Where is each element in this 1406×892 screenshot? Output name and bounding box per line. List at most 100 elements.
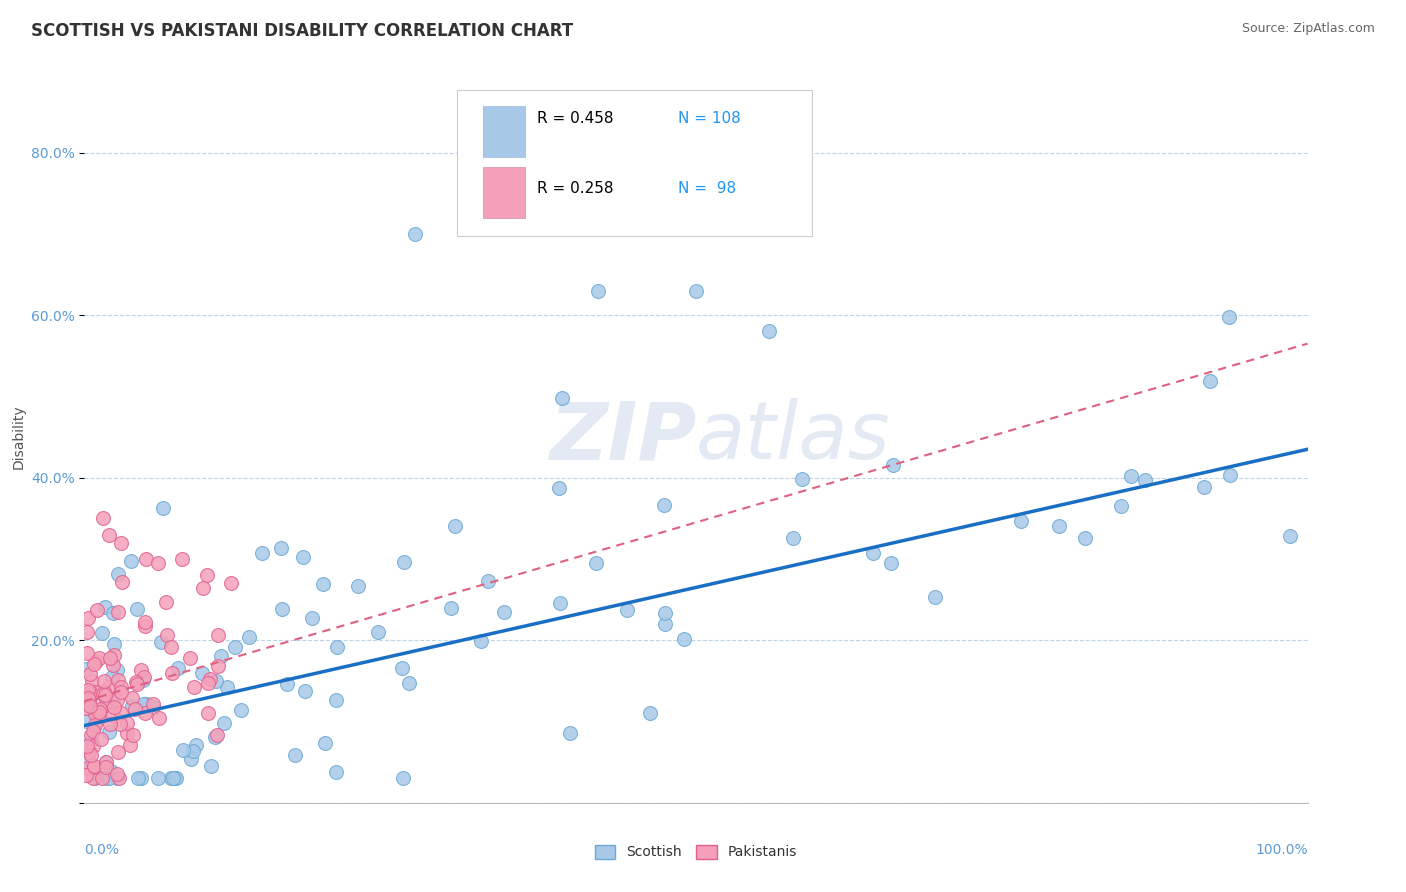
Point	[159, 640, 181, 655]
Point	[96, 772, 118, 786]
Point	[311, 577, 333, 591]
Text: 100.0%: 100.0%	[1256, 843, 1308, 857]
Point	[291, 549, 314, 564]
Point	[150, 635, 173, 649]
Point	[103, 700, 125, 714]
Point	[325, 693, 347, 707]
Point	[440, 600, 463, 615]
Point	[98, 724, 121, 739]
Point	[84, 654, 107, 668]
Point	[586, 284, 609, 298]
Point	[105, 693, 128, 707]
Point	[125, 674, 148, 689]
Point	[80, 728, 103, 742]
Point	[162, 772, 184, 786]
Point	[110, 680, 132, 694]
Point	[107, 566, 129, 581]
Point	[184, 738, 207, 752]
Text: N = 108: N = 108	[678, 112, 741, 127]
Y-axis label: Disability: Disability	[11, 405, 25, 469]
Point	[197, 706, 219, 720]
Text: N =  98: N = 98	[678, 181, 735, 196]
Point	[94, 695, 117, 709]
Point	[470, 633, 492, 648]
Point	[167, 661, 190, 675]
Point	[212, 716, 235, 731]
Point	[271, 602, 294, 616]
Point	[107, 673, 129, 687]
Point	[1218, 310, 1240, 325]
Point	[548, 481, 571, 495]
Point	[183, 680, 205, 694]
Point	[103, 648, 125, 662]
Point	[181, 744, 204, 758]
Point	[82, 772, 104, 786]
Point	[685, 284, 707, 298]
Point	[276, 677, 298, 691]
Point	[76, 646, 98, 660]
Point	[127, 772, 149, 786]
Point	[1121, 468, 1143, 483]
Point	[548, 597, 571, 611]
Point	[672, 632, 695, 646]
Point	[132, 670, 155, 684]
Point	[270, 541, 292, 555]
Point	[80, 674, 103, 689]
Point	[882, 458, 904, 472]
Point	[209, 649, 232, 664]
Point	[195, 568, 218, 582]
Point	[758, 325, 780, 339]
Point	[367, 625, 389, 640]
Point	[134, 615, 156, 629]
Point	[131, 697, 153, 711]
Point	[301, 611, 323, 625]
Point	[325, 764, 347, 779]
Point	[652, 498, 675, 512]
Point	[83, 717, 105, 731]
Point	[103, 606, 125, 620]
Point	[1133, 473, 1156, 487]
Point	[120, 554, 142, 568]
Point	[346, 579, 368, 593]
Point	[136, 698, 159, 712]
Point	[96, 755, 118, 769]
Point	[82, 739, 104, 753]
Point	[105, 767, 128, 781]
Point	[197, 676, 219, 690]
Point	[76, 761, 98, 775]
Point	[97, 527, 120, 541]
Point	[103, 637, 125, 651]
Point	[77, 682, 100, 697]
Point	[207, 728, 229, 742]
Point	[96, 755, 118, 769]
Point	[200, 672, 222, 686]
Point	[654, 606, 676, 620]
Point	[1194, 480, 1216, 494]
Point	[790, 472, 813, 486]
Point	[134, 706, 156, 720]
Point	[80, 733, 103, 747]
Point	[91, 687, 114, 701]
Point	[83, 759, 105, 773]
Point	[80, 687, 103, 701]
Point	[155, 595, 177, 609]
Point	[105, 663, 128, 677]
Point	[392, 555, 415, 569]
Point	[207, 658, 229, 673]
Point	[76, 624, 98, 639]
Point	[127, 677, 149, 691]
Point	[83, 718, 105, 732]
Point	[638, 706, 661, 720]
Point	[616, 603, 638, 617]
Point	[585, 557, 607, 571]
FancyBboxPatch shape	[484, 106, 524, 157]
Point	[124, 702, 146, 716]
Point	[79, 690, 101, 705]
Point	[108, 772, 131, 786]
Point	[1073, 531, 1095, 545]
Point	[83, 684, 105, 698]
Point	[191, 582, 214, 596]
Point	[87, 703, 110, 717]
Point	[84, 707, 107, 722]
Point	[127, 602, 149, 616]
